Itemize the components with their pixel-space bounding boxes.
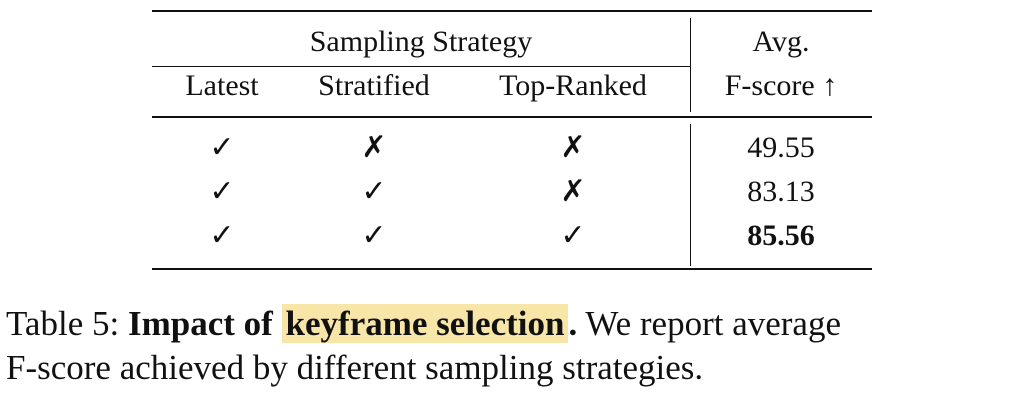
row2-stratified-mark: ✓ — [361, 174, 387, 209]
column-header-top-ranked: Top-Ranked — [499, 69, 647, 102]
row1-latest-mark: ✓ — [209, 130, 235, 165]
caption-bold-period: . — [568, 304, 578, 343]
table-bottom-rule — [152, 268, 872, 270]
group-header-sampling-strategy: Sampling Strategy — [309, 25, 533, 58]
caption-bold-lead: Impact of — [127, 304, 273, 343]
caption-label: Table 5: — [6, 304, 120, 343]
results-table: Sampling Strategy Avg. Latest Stratified… — [152, 10, 872, 272]
metric-header-line2: F-score ↑ — [724, 69, 838, 102]
table-vertical-divider-body — [690, 124, 692, 266]
table-caption: Table 5: Impact of keyframe selection. W… — [6, 302, 1006, 390]
caption-line-2: F-score achieved by different sampling s… — [6, 348, 704, 387]
row3-top-ranked-mark: ✓ — [560, 218, 586, 253]
row3-fscore-best: 85.56 — [747, 219, 815, 252]
row2-latest-mark: ✓ — [209, 174, 235, 209]
table-top-rule — [152, 10, 872, 12]
row3-stratified-mark: ✓ — [361, 218, 387, 253]
table-header-rule — [152, 116, 872, 118]
column-header-latest: Latest — [185, 69, 259, 102]
row1-top-ranked-mark: ✗ — [560, 130, 586, 165]
metric-header-line1: Avg. — [752, 25, 810, 58]
table-group-rule — [152, 66, 690, 68]
row3-latest-mark: ✓ — [209, 218, 235, 253]
row2-top-ranked-mark: ✗ — [560, 174, 586, 209]
caption-highlight: keyframe selection — [281, 304, 569, 343]
row2-fscore: 83.13 — [747, 175, 815, 208]
column-header-stratified: Stratified — [318, 69, 430, 102]
row1-stratified-mark: ✗ — [361, 130, 387, 165]
caption-rest-line1: We report average — [585, 304, 841, 343]
row1-fscore: 49.55 — [747, 131, 815, 164]
table-vertical-divider-header — [690, 18, 692, 112]
caption-line-1: Table 5: Impact of keyframe selection. W… — [6, 302, 1006, 346]
